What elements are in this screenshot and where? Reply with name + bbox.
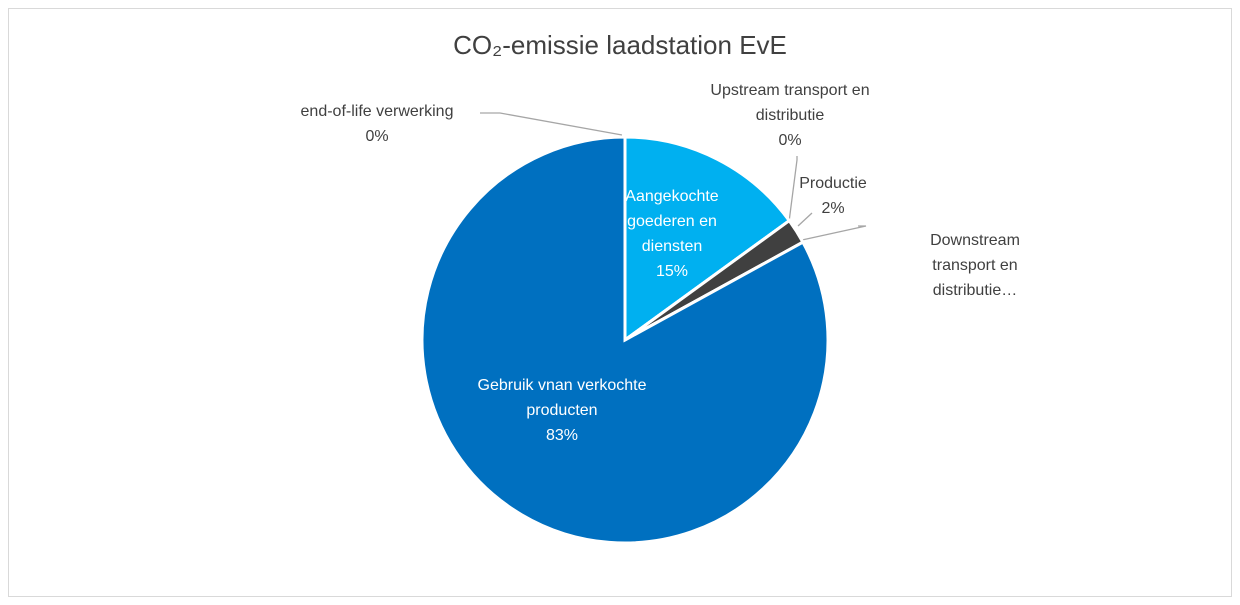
leader-line bbox=[797, 212, 813, 227]
data-label: end-of-life verwerking 0% bbox=[267, 99, 487, 149]
pie bbox=[420, 135, 830, 545]
data-label: Upstream transport en distributie 0% bbox=[695, 78, 885, 153]
value-label: 2% bbox=[821, 200, 845, 217]
data-label: Aangekochte goederen en diensten 15% bbox=[617, 184, 727, 284]
value-label: 83% bbox=[545, 427, 579, 444]
value-label: 0% bbox=[365, 128, 389, 145]
leader-line bbox=[801, 225, 867, 241]
category-label: Upstream transport en distributie bbox=[710, 82, 870, 124]
data-label: Gebruik vnan verkochte producten 83% bbox=[472, 373, 652, 448]
data-label: Downstream transport en distributie… bbox=[905, 228, 1045, 303]
category-label: Gebruik vnan verkochte producten bbox=[477, 377, 647, 419]
category-label: Productie bbox=[799, 175, 867, 192]
category-label: Aangekochte goederen en diensten bbox=[625, 188, 719, 255]
category-label: end-of-life verwerking bbox=[300, 103, 454, 120]
value-label: 0% bbox=[778, 132, 802, 149]
chart-title: CO₂-emissie laadstation EvE bbox=[453, 30, 787, 60]
leader-lines bbox=[480, 112, 867, 241]
data-label: Productie 2% bbox=[783, 171, 883, 221]
leader-line bbox=[480, 112, 623, 136]
category-label: Downstream transport en distributie… bbox=[930, 232, 1020, 299]
pie-slice bbox=[623, 135, 792, 343]
leader-line bbox=[788, 156, 798, 223]
value-label: 15% bbox=[655, 263, 689, 280]
